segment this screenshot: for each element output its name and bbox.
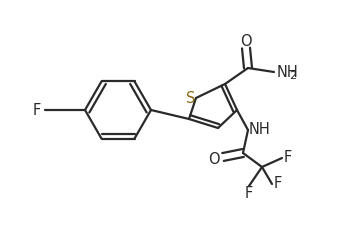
Text: F: F xyxy=(274,176,282,192)
Text: NH: NH xyxy=(277,64,299,79)
Text: O: O xyxy=(208,152,220,167)
Text: S: S xyxy=(186,90,196,106)
Text: F: F xyxy=(245,187,253,201)
Text: F: F xyxy=(284,150,292,165)
Text: F: F xyxy=(33,102,41,118)
Text: O: O xyxy=(240,34,252,48)
Text: NH: NH xyxy=(249,122,271,137)
Text: 2: 2 xyxy=(289,71,296,81)
